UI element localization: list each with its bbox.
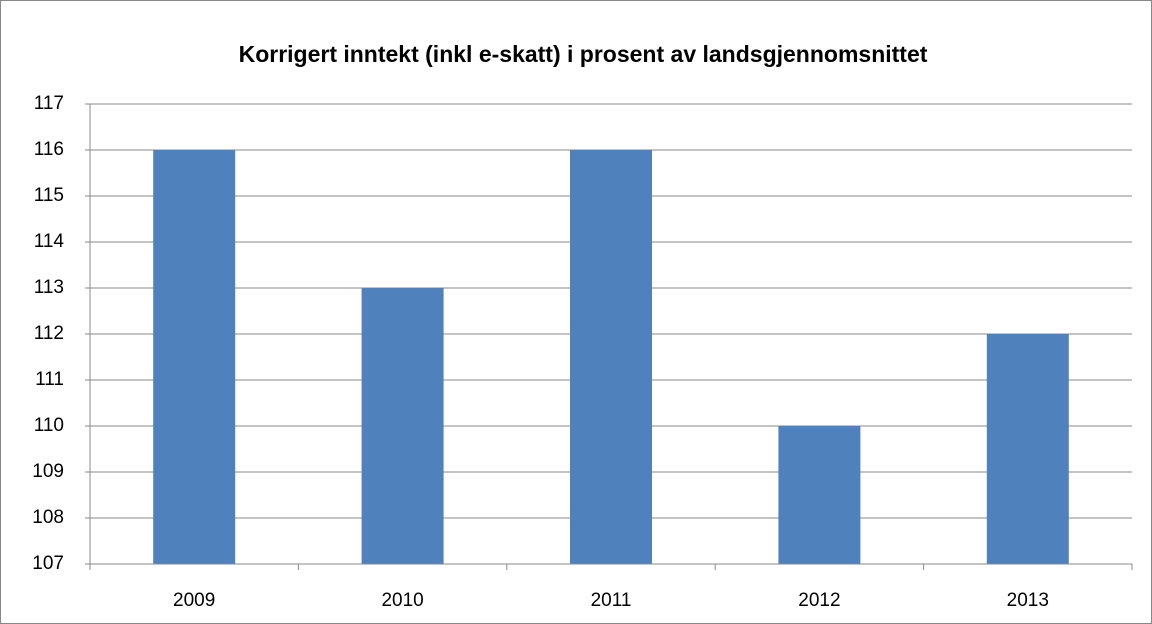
x-tick-label: 2012 (798, 590, 840, 611)
bar (570, 150, 652, 564)
y-tick-label: 109 (32, 461, 64, 482)
y-tick-label: 111 (35, 369, 64, 390)
y-tick-label: 116 (34, 139, 64, 160)
bar (153, 150, 236, 564)
y-tick-label: 108 (32, 507, 64, 528)
bar (778, 426, 861, 564)
x-tick-label: 2011 (591, 590, 632, 611)
y-tick-label: 107 (32, 553, 64, 574)
y-tick-label: 110 (34, 415, 64, 436)
x-tick-label: 2013 (1007, 590, 1049, 611)
y-tick-label: 114 (34, 231, 65, 252)
bar (361, 288, 444, 564)
x-tick-label: 2010 (381, 590, 423, 611)
y-tick-label: 115 (34, 185, 64, 206)
x-tick-label: 2009 (173, 590, 215, 611)
y-tick-label: 113 (34, 277, 64, 298)
y-tick-label: 112 (34, 323, 64, 344)
chart-title: Korrigert inntekt (inkl e-skatt) i prose… (239, 41, 928, 67)
y-tick-label: 117 (34, 93, 64, 114)
bar (986, 334, 1069, 564)
